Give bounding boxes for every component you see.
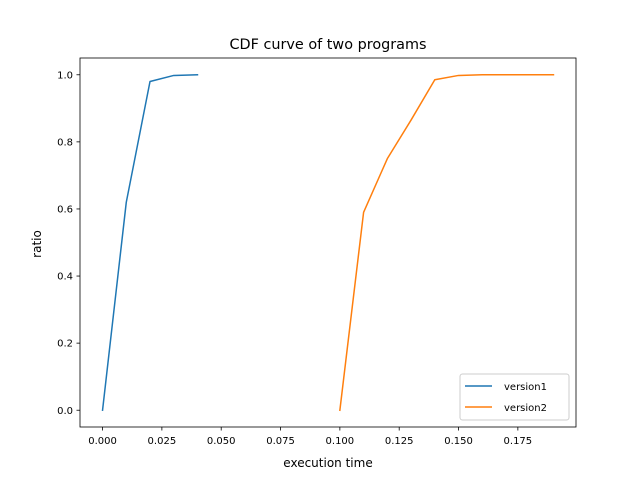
series-layer (101, 73, 555, 412)
y-axis-label: ratio (30, 230, 44, 258)
axes-layer: 0.000 0.025 0.050 0.075 0.100 0.125 0.150 0.175… (57, 57, 577, 447)
y-tick-label: 0.4 (57, 272, 73, 283)
x-tick-label: 0.050 (207, 436, 236, 447)
legend: version1 version2 (459, 373, 570, 421)
x-tick-label: 0.125 (385, 436, 414, 447)
series-line-version1 (101, 73, 199, 412)
legend-label-version2: version2 (504, 403, 547, 414)
y-tick-label: 0.6 (57, 205, 73, 216)
y-tick-label: 0.2 (57, 339, 73, 350)
legend-label-version1: version1 (504, 382, 547, 393)
y-tick-label: 0.0 (57, 406, 73, 417)
plot-frame (79, 57, 577, 428)
series-line-version2 (339, 74, 555, 412)
y-tick-label: 0.8 (57, 137, 73, 148)
x-tick-label: 0.150 (444, 436, 473, 447)
x-axis-label: execution time (283, 456, 372, 470)
y-tick-label: 1.0 (57, 70, 73, 81)
chart-title: CDF curve of two programs (229, 37, 426, 53)
x-tick-label: 0.000 (88, 436, 117, 447)
x-tick-label: 0.075 (266, 436, 295, 447)
x-tick-label: 0.100 (326, 436, 355, 447)
x-tick-label: 0.025 (148, 436, 177, 447)
x-tick-label: 0.175 (504, 436, 533, 447)
